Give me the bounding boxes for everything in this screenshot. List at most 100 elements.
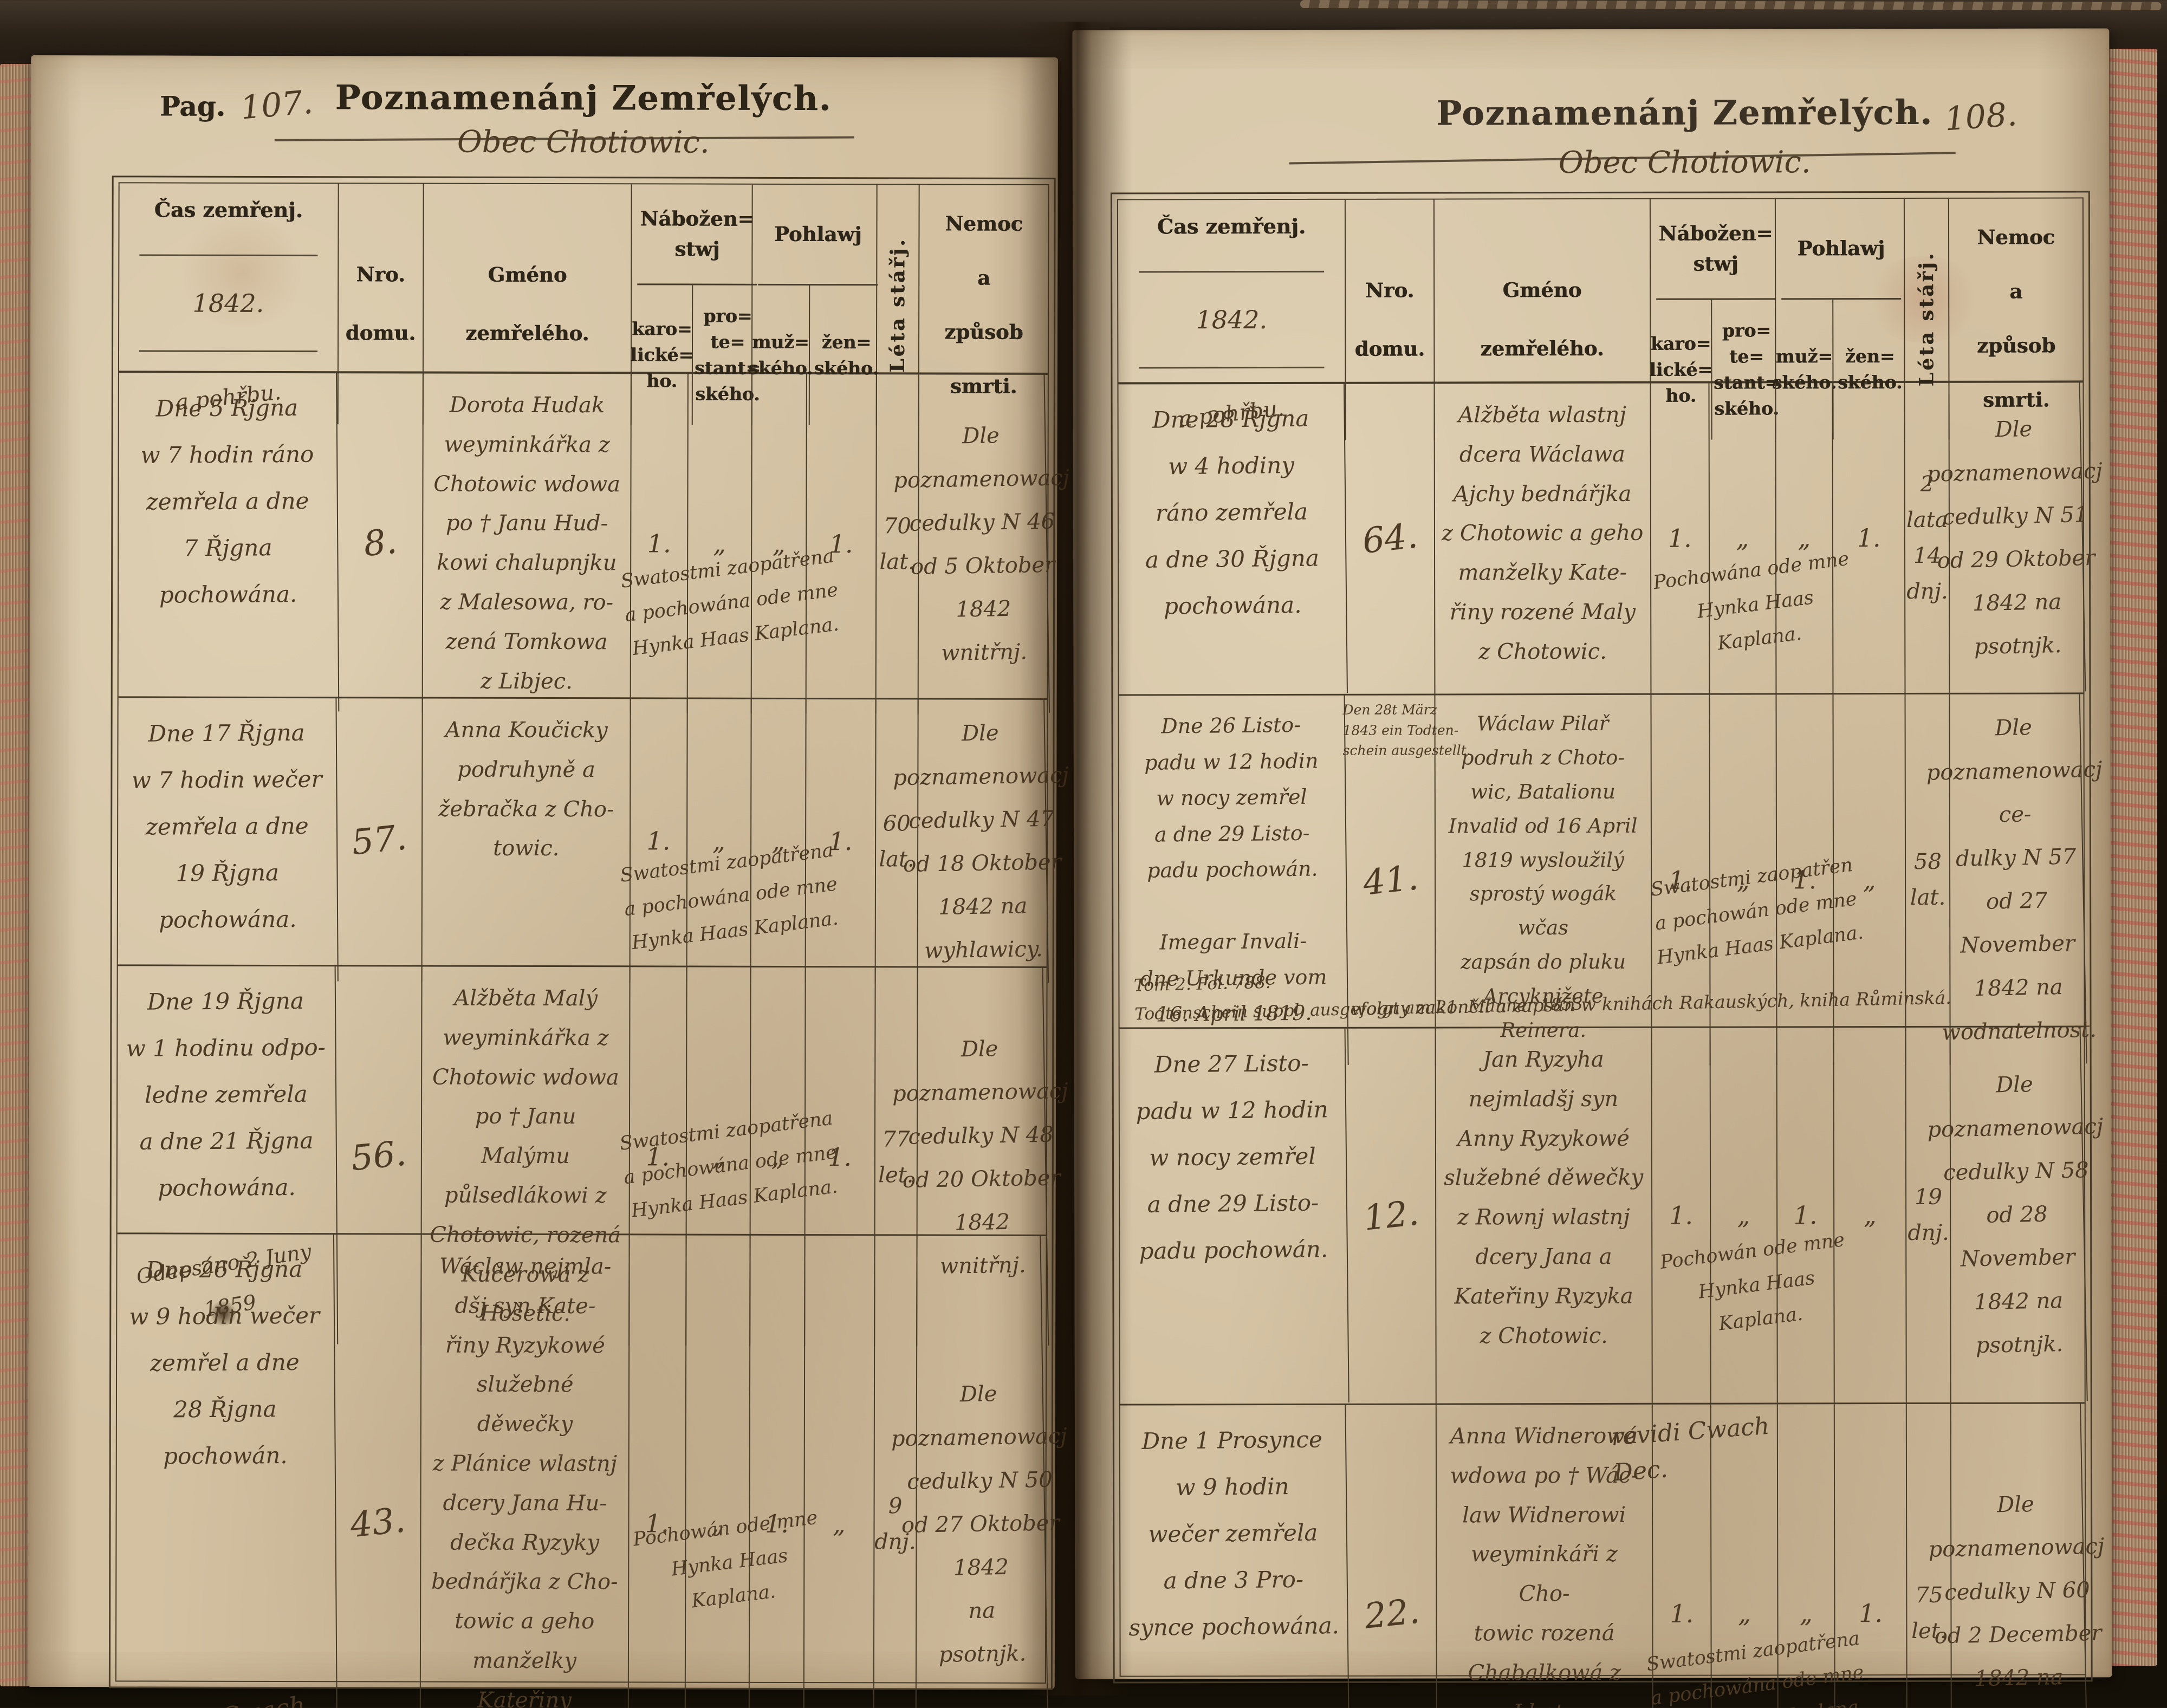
page-title: Poznamenánj Zemřelých. xyxy=(335,77,832,119)
header-death-time-label: Čas zemřenj. xyxy=(154,197,303,223)
cell-female-mark: 1. xyxy=(1833,382,1906,693)
protestant-mark: „ xyxy=(713,529,726,558)
cell-name: Anna Koučicky podruhyně a žebračka z Cho… xyxy=(422,698,631,983)
male-mark: „ xyxy=(1799,1599,1813,1628)
page-number: 108. xyxy=(1943,95,2019,139)
deceased-name-text: Wáclaw nejmla- dšj syn Kate- řiny Ryzyko… xyxy=(431,1254,618,1708)
protestant-mark: „ xyxy=(1737,1200,1750,1230)
entry-row: Dne 19 Řjgna w 1 hodinu odpo- ledne zemř… xyxy=(116,965,1068,1348)
header-religion-label: Nábožen= stwj xyxy=(637,184,757,286)
death-date-text: Dne 17 Řjgna w 7 hodin wečer zemřela a d… xyxy=(131,719,322,934)
revision-note: revidi Cwach Dec. xyxy=(118,1677,336,1708)
header-divider-line xyxy=(1138,271,1325,273)
cell-death-date: Dne 1 Prosynce w 9 hodin wečer zemřela a… xyxy=(1118,1404,1351,1708)
house-number-text: 22. xyxy=(1362,1591,1422,1637)
page-subtitle: Obec Chotiowic. xyxy=(1558,145,1811,181)
illness-text: Dle poznamenowacj cedulky N 51 od 29 Okt… xyxy=(1926,417,2103,660)
left-page: Pag. 107. Poznamenánj Zemřelých. Obec Cho… xyxy=(27,55,1070,1708)
cell-catholic-mark: 1. xyxy=(628,1235,687,1708)
cell-female-mark: 1. xyxy=(806,374,877,714)
death-date-text: Dne 1 Prosynce w 9 hodin wečer zemřela a… xyxy=(1128,1426,1340,1641)
cell-house-number: 22. xyxy=(1347,1405,1437,1708)
table-header-row: Čas zemřenj. 1842. a pohřbu. Nro. domu. … xyxy=(119,183,1048,426)
cell-female-mark: 1. xyxy=(806,699,877,984)
header-age-label: Léta stářj. xyxy=(1915,251,1938,387)
cell-male-mark: 1. xyxy=(749,1235,806,1708)
entry-row: Dne 1 Prosynce w 9 hodin wečer zemřela a… xyxy=(1118,1402,2105,1708)
deceased-name-text: Anna Koučicky podruhyně a žebračka z Cho… xyxy=(438,717,614,861)
protestant-mark: „ xyxy=(1736,523,1749,553)
cell-house-number: 8. xyxy=(338,373,424,713)
cell-catholic-mark: 1. xyxy=(630,699,688,983)
entry-row: Dne 5 Řjgna w 7 hodin ráno zemřela a dne… xyxy=(118,372,1070,715)
death-date-text: Dne 27 Listo- padu w 12 hodin w nocy zem… xyxy=(1136,1049,1328,1265)
cell-house-number: 12. xyxy=(1347,1028,1437,1404)
page-subtitle: Obec Chotiowic. xyxy=(457,124,710,160)
table-header-row: Čas zemřenj. 1842. a pohřbu. Nro. domu. … xyxy=(1118,198,2083,441)
cell-female-mark: 1. xyxy=(1834,1404,1908,1708)
cell-house-number: 43. xyxy=(335,1235,422,1708)
house-number-text: 43. xyxy=(348,1499,408,1545)
register-table-outer: Čas zemřenj. 1842. a pohřbu. Nro. domu. … xyxy=(108,176,1070,1708)
protestant-mark: „ xyxy=(712,826,725,856)
deceased-name-text: Jan Ryzyha nejmladšj syn Anny Ryzykowé s… xyxy=(1444,1047,1644,1348)
entry-row: Dne 26 Listo- padu w 12 hodin w nocy zem… xyxy=(1117,693,2103,1068)
header-sex-label: Pohlawj xyxy=(758,184,878,286)
male-mark: „ xyxy=(771,1142,784,1172)
male-mark: „ xyxy=(1798,523,1811,553)
cell-male-mark: „ xyxy=(751,374,807,714)
death-date-text: Dne 5 Řjgna w 7 hodin ráno zemřela a dne… xyxy=(140,394,314,609)
cell-death-date: Dne 27 Listo- padu w 12 hodin w nocy zem… xyxy=(1118,1027,1349,1405)
header-year: 1842. xyxy=(1196,305,1268,335)
catholic-mark: 1. xyxy=(1668,865,1692,895)
cell-male-mark: „ xyxy=(1776,383,1834,693)
death-date-text: Dne 26 Řjgna w 9 hodin wečer zemřel a dn… xyxy=(129,1255,320,1470)
cell-death-date: Dne 5 Řjgna w 7 hodin ráno zemřela a dne… xyxy=(118,372,339,713)
cell-house-number: 57. xyxy=(337,698,423,983)
catholic-mark: 1. xyxy=(1668,523,1692,553)
cell-protestant-mark: „ xyxy=(687,374,752,714)
header-age-label: Léta stářj. xyxy=(886,237,910,373)
entry-row: Dne 28 Řjgna w 4 hodiny ráno zemřela a d… xyxy=(1117,381,2103,696)
catholic-mark: 1. xyxy=(647,529,671,558)
cell-protestant-mark: „ xyxy=(685,1235,751,1708)
cell-male-mark: „ xyxy=(751,699,807,984)
register-table: Čas zemřenj. 1842. a pohřbu. Nro. domu. … xyxy=(114,182,1070,1708)
cell-illness: Dle poznamenowacj cedulky N 50 od 27 Okt… xyxy=(891,1235,1067,1708)
deceased-name-text: Alžběta wlastnj dcera Wáclawa Ajchy bedn… xyxy=(1441,402,1644,665)
house-number-text: 56. xyxy=(349,1133,408,1179)
cell-illness: Dle poznamenowacj cedulky N 51 od 29 Okt… xyxy=(1926,381,2103,694)
male-mark: „ xyxy=(772,529,786,559)
cell-illness: Dle poznamenowacj cedulky N 47 od 18 Okt… xyxy=(893,698,1069,985)
cell-name: Jan Ryzyha nejmladšj syn Anny Ryzykowé s… xyxy=(1436,1028,1653,1404)
header-death-time-label: Čas zemřenj. xyxy=(1157,213,1306,239)
female-mark: 1. xyxy=(1859,1599,1883,1628)
catholic-mark: 1. xyxy=(1670,1599,1694,1628)
header-house-number-label: Nro. domu. xyxy=(1354,278,1425,361)
house-number-text: 41. xyxy=(1361,858,1420,904)
header-name-label: Gméno zemřelého. xyxy=(465,263,589,345)
cell-male-mark: 1. xyxy=(1777,1028,1835,1403)
illness-text: Dle poznamenowacj cedulky N 58 od 28 Nov… xyxy=(1927,1072,2104,1359)
catholic-mark: 1. xyxy=(646,826,671,856)
revision-note: revidi Cwach Dec. xyxy=(1610,1412,1770,1487)
illness-text: Dle poznamenowacj cedulky N 60 od 2 Dece… xyxy=(1928,1492,2105,1708)
deceased-name-text: Anna Widnerowá wdowa po † Wác- law Widne… xyxy=(1450,1423,1638,1708)
header-house-number-label: Nro. domu. xyxy=(345,262,416,345)
house-number-text: 8. xyxy=(361,521,399,565)
register-table: Čas zemřenj. 1842. a pohřbu. Nro. domu. … xyxy=(1117,197,2105,1708)
right-page: Poznamenánj Zemřelých. 108. Obec Chotiow… xyxy=(1072,28,2112,1708)
header-name-label: Gméno zemřelého. xyxy=(1480,278,1604,361)
cell-death-date: Dne 26 Řjgna w 9 hodin wečer zemřel a dn… xyxy=(114,1233,338,1708)
catholic-mark: 1. xyxy=(646,1141,670,1172)
cell-death-date: Dne 28 Řjgna w 4 hodiny ráno zemřela a d… xyxy=(1117,382,1348,696)
page-label-text: Pag. xyxy=(159,90,226,122)
cell-name: Alžběta wlastnj dcera Wáclawa Ajchy bedn… xyxy=(1435,383,1652,694)
protestant-mark: „ xyxy=(711,1142,725,1172)
header-divider-line xyxy=(139,254,318,257)
house-number-text: 64. xyxy=(1360,516,1420,562)
male-mark: 1. xyxy=(764,1509,789,1538)
male-mark: 1. xyxy=(1793,865,1817,895)
illness-text: Dle poznamenowacj cedulky N 47 od 18 Okt… xyxy=(893,720,1069,964)
entry-row: Dne 27 Listo- padu w 12 hodin w nocy zem… xyxy=(1118,1026,2104,1406)
